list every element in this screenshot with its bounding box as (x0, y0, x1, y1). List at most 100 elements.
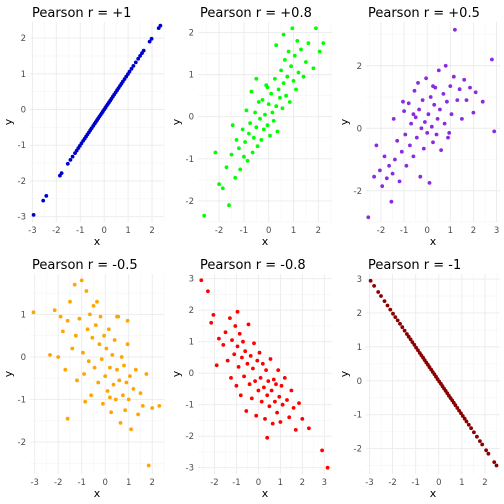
data-point (431, 84, 435, 88)
data-point (446, 135, 450, 140)
data-point (490, 57, 494, 62)
data-point (90, 335, 95, 340)
data-point (270, 421, 275, 426)
data-point (65, 318, 70, 323)
panel-title: Pearson r = +0.5 (368, 6, 480, 21)
data-point (206, 289, 210, 294)
data-point (406, 101, 411, 106)
data-point (133, 367, 138, 372)
data-point (473, 90, 478, 95)
data-point (115, 314, 119, 319)
panel-title: Pearson r = +0.8 (200, 6, 312, 21)
data-point (468, 85, 472, 90)
panel-5: -2 -1 0 1 2 3 -3 -2 -1 0 1 2 3 Pearson r = -0.8 x y (170, 258, 332, 500)
data-point (447, 131, 452, 135)
x-axis-label: x (94, 235, 101, 248)
data-point (117, 378, 122, 383)
data-point (234, 138, 239, 142)
data-point (82, 372, 86, 376)
data-point (439, 148, 443, 153)
x-tick-label: 1 (125, 226, 130, 236)
y-axis-label: y (338, 118, 351, 125)
data-point (409, 121, 413, 126)
data-point (256, 100, 261, 104)
data-point (424, 76, 428, 81)
data-point (453, 27, 457, 32)
y-tick-label: 2 (357, 62, 362, 72)
y-axis-label: y (170, 370, 183, 377)
data-point (379, 294, 383, 298)
data-point (278, 420, 283, 424)
data-point (75, 378, 79, 383)
data-point (282, 376, 287, 380)
data-point (86, 359, 91, 364)
data-point (77, 316, 82, 321)
data-point (96, 380, 101, 385)
data-point (423, 120, 427, 124)
data-point (136, 412, 141, 417)
data-point (451, 74, 456, 79)
data-point (111, 382, 116, 387)
data-point (400, 325, 405, 330)
data-point (242, 374, 247, 379)
data-point (387, 163, 391, 168)
x-tick-label: 0 (436, 478, 441, 488)
data-point (251, 135, 256, 140)
data-point (102, 333, 106, 338)
y-tick-label: -3 (18, 213, 26, 223)
data-point (101, 401, 105, 406)
x-tick-label: 1 (448, 226, 453, 236)
y-tick-label: 3 (189, 275, 194, 285)
data-point (242, 154, 246, 159)
data-point (300, 417, 305, 421)
y-tick-label: 0 (21, 106, 26, 116)
data-point (259, 138, 264, 142)
data-point (279, 68, 283, 73)
data-point (268, 357, 273, 361)
data-point (296, 70, 301, 75)
y-tick-label: 2 (189, 306, 194, 316)
x-tick-label: -2 (388, 478, 396, 488)
x-tick-label: -1 (240, 226, 248, 236)
data-point (83, 399, 88, 404)
data-point (391, 311, 395, 316)
data-point (410, 340, 415, 344)
data-point (267, 404, 272, 409)
data-point (238, 167, 243, 172)
x-axis-label: x (262, 235, 269, 248)
data-point (413, 115, 418, 120)
data-point (421, 146, 426, 151)
data-point (399, 149, 404, 154)
y-axis-label: y (2, 370, 15, 377)
data-point (275, 129, 280, 134)
data-point (388, 307, 393, 312)
data-point (247, 382, 252, 387)
data-point (125, 318, 130, 323)
data-point (443, 63, 448, 68)
data-point (213, 150, 218, 155)
data-point (402, 328, 407, 333)
data-point (317, 49, 322, 54)
data-point (274, 382, 278, 387)
data-point (382, 299, 387, 303)
data-point (150, 406, 155, 410)
data-point (441, 92, 446, 96)
data-point (118, 421, 123, 425)
data-point (104, 346, 109, 351)
data-point (411, 112, 416, 117)
data-point (266, 102, 271, 106)
data-point (464, 419, 469, 424)
data-point (97, 342, 102, 347)
data-point (260, 98, 265, 102)
data-point (115, 367, 119, 372)
y-tick-label: 1 (189, 71, 194, 81)
data-point (227, 203, 231, 208)
data-point (89, 393, 93, 398)
y-tick-label: 2 (357, 309, 362, 319)
x-tick-label: -1 (400, 226, 408, 236)
data-point (372, 284, 376, 288)
data-point (105, 389, 110, 393)
data-point (247, 131, 251, 136)
data-point (416, 348, 420, 353)
data-point (276, 87, 281, 92)
